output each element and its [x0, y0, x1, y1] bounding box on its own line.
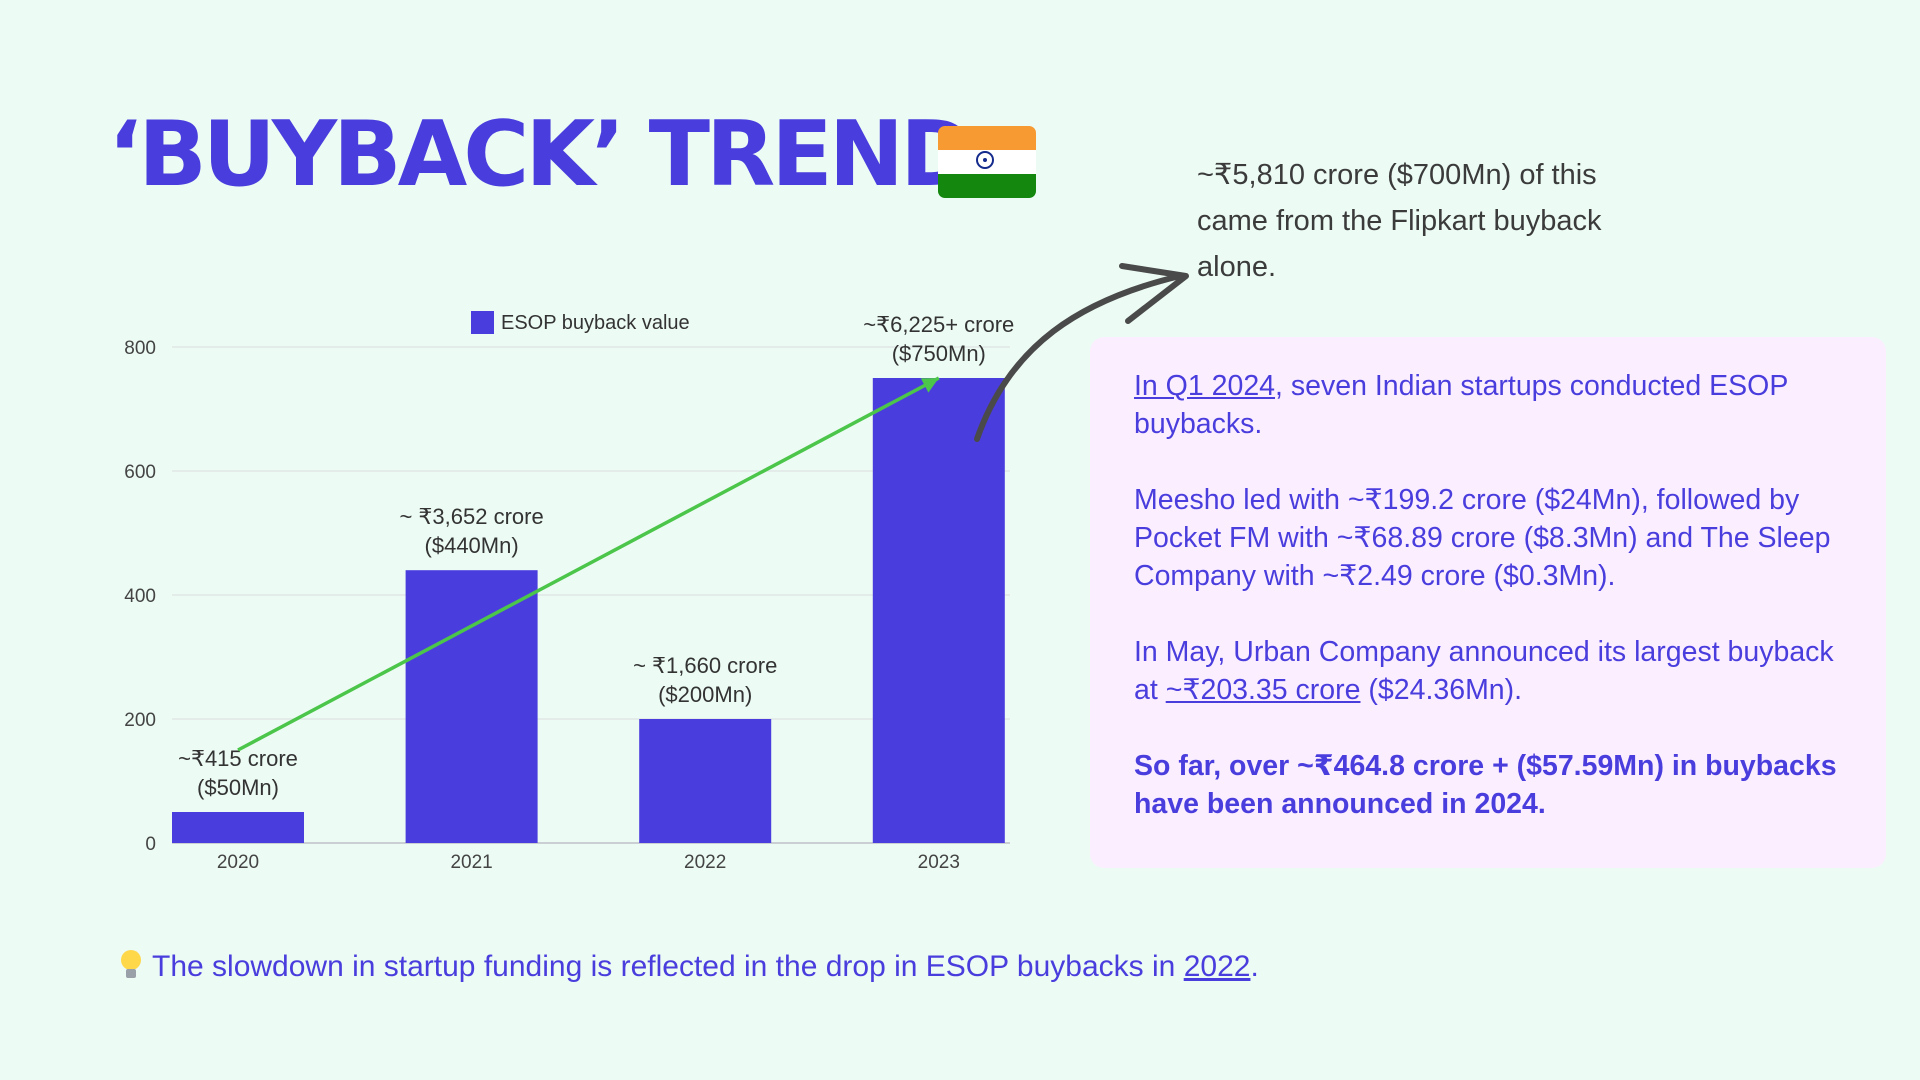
legend-swatch — [471, 311, 494, 334]
trend-line — [237, 376, 940, 752]
bar — [872, 378, 1005, 843]
x-tick-label: 2020 — [217, 852, 259, 873]
legend-label: ESOP buyback value — [501, 312, 690, 334]
y-tick-label: 200 — [124, 710, 156, 731]
bar — [405, 570, 538, 843]
india-flag-icon — [938, 126, 1036, 198]
footer-2022-link[interactable]: 2022 — [1183, 950, 1251, 983]
data-label: ~ ₹3,652 crore — [399, 504, 543, 529]
lightbulb-icon — [120, 950, 142, 980]
trend-arrowhead — [920, 378, 939, 393]
bar — [639, 719, 772, 843]
data-label: ~ ₹1,660 crore — [633, 653, 777, 678]
y-tick-label: 0 — [145, 834, 156, 855]
info-panel: In Q1 2024, seven Indian startups conduc… — [1090, 337, 1886, 868]
y-tick-label: 600 — [124, 462, 156, 483]
y-tick-label: 800 — [124, 338, 156, 359]
info-paragraph-urban-company: In May, Urban Company announced its larg… — [1134, 636, 1834, 706]
x-tick-label: 2022 — [684, 852, 726, 873]
info-paragraph-summary: So far, over ~₹464.8 crore + ($57.59Mn) … — [1134, 750, 1837, 820]
bar — [172, 812, 304, 843]
q1-2024-link[interactable]: In Q1 2024 — [1134, 370, 1276, 402]
data-label: ~₹415 crore — [178, 746, 298, 771]
data-label: ($750Mn) — [892, 341, 986, 366]
page-title: ‘BUYBACK’ TREND — [108, 102, 975, 207]
data-label: ($440Mn) — [425, 533, 519, 558]
urban-company-link[interactable]: ~₹203.35 crore — [1165, 674, 1361, 706]
x-tick-label: 2023 — [918, 852, 960, 873]
data-label: ($50Mn) — [197, 775, 279, 800]
info-paragraph-q1: In Q1 2024, seven Indian startups conduc… — [1134, 370, 1788, 440]
flipkart-note: ~₹5,810 crore ($700Mn) of this came from… — [1197, 159, 1602, 283]
y-tick-label: 400 — [124, 586, 156, 607]
footer-insight: The slowdown in startup funding is refle… — [120, 950, 1259, 984]
x-tick-label: 2021 — [450, 852, 492, 873]
info-paragraph-meesho: Meesho led with ~₹199.2 crore ($24Mn), f… — [1134, 484, 1831, 592]
data-label: ($200Mn) — [658, 682, 752, 707]
data-label: ~₹6,225+ crore — [863, 312, 1014, 337]
